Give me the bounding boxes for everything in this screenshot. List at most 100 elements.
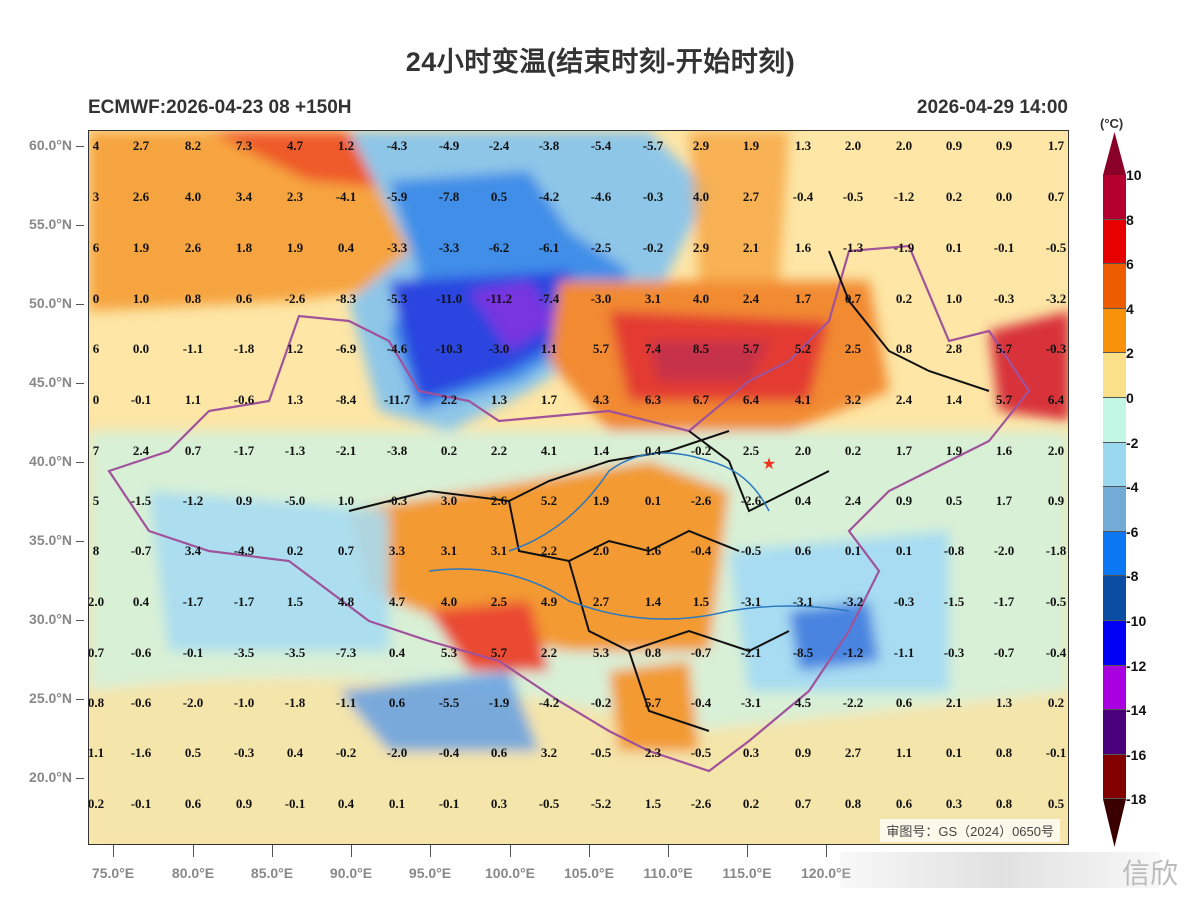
colorbar-segment	[1103, 665, 1126, 711]
grid-value: -2.6	[690, 493, 712, 508]
grid-value: -7.3	[335, 645, 357, 660]
grid-value: 1.1	[540, 341, 558, 356]
grid-value: 1.9	[592, 493, 610, 508]
grid-value: 2.0	[88, 594, 105, 609]
x-tick-label: 120.0°E	[801, 865, 851, 881]
grid-value: 4.5	[794, 695, 812, 710]
colorbar-label: -16	[1126, 746, 1147, 763]
grid-value: 1.0	[337, 493, 355, 508]
grid-value: 0.6	[794, 543, 812, 558]
grid-value: 2.5	[844, 341, 862, 356]
colorbar-segment	[1103, 487, 1126, 532]
grid-value: -0.5	[590, 745, 612, 760]
grid-value: -11.0	[435, 291, 463, 306]
x-tick-label: 105.0°E	[564, 865, 614, 881]
grid-value: 0.9	[995, 138, 1013, 153]
map-background	[89, 131, 1068, 844]
grid-value: -0.4	[1045, 645, 1067, 660]
grid-value: 0.9	[895, 493, 913, 508]
grid-value: 0.7	[1047, 189, 1065, 204]
grid-value: -0.5	[1045, 240, 1067, 255]
grid-value: 0.9	[945, 138, 963, 153]
colorbar-label: -10	[1126, 613, 1147, 629]
grid-value: 2.7	[742, 189, 760, 204]
colorbar-segment	[1103, 754, 1126, 800]
grid-value: 0.5	[1047, 796, 1065, 811]
model-run-label: ECMWF:2026-04-23 08 +150H	[88, 97, 352, 118]
x-tick-mark	[272, 845, 273, 857]
grid-value: -0.1	[284, 796, 306, 811]
colorbar-segment	[1103, 264, 1126, 309]
grid-value: 6.4	[742, 392, 760, 407]
y-tick-label: 45.0°N	[0, 374, 84, 390]
map-license: 审图号：GS（2024）0650号	[880, 819, 1060, 842]
grid-value: 2.7	[132, 138, 150, 153]
valid-time-label: 2026-04-29 14:00	[916, 97, 1068, 118]
y-tick-label: 20.0°N	[0, 769, 84, 785]
x-tick-label: 115.0°E	[722, 865, 772, 881]
colorbar-label: 8	[1126, 211, 1134, 228]
grid-value: 1.9	[286, 240, 304, 255]
grid-value: -0.6	[233, 392, 255, 407]
grid-value: -0.2	[690, 443, 712, 458]
grid-value: 1.1	[184, 392, 202, 407]
grid-value: -4.2	[538, 695, 560, 710]
colorbar-segment	[1103, 442, 1126, 488]
grid-value: 7.3	[235, 138, 253, 153]
grid-value: -0.3	[993, 291, 1015, 306]
grid-value: 4.0	[692, 291, 710, 306]
grid-value: -0.5	[538, 796, 560, 811]
grid-value: -1.8	[1045, 543, 1067, 558]
grid-value: -7.8	[438, 189, 460, 204]
grid-value: -1.7	[993, 594, 1015, 609]
grid-value: 0.6	[895, 695, 913, 710]
grid-value: -1.3	[842, 240, 864, 255]
grid-value: 2.6	[490, 493, 508, 508]
grid-value: -0.3	[642, 189, 664, 204]
grid-value: 0.8	[895, 341, 913, 356]
x-tick-mark	[193, 845, 194, 857]
grid-value: -5.5	[438, 695, 460, 710]
grid-value: 0.3	[742, 745, 760, 760]
grid-value: -4.3	[386, 138, 408, 153]
grid-value: -1.0	[233, 695, 255, 710]
grid-value: 1.3	[286, 392, 304, 407]
colorbar-segment	[1103, 576, 1126, 621]
x-tick-mark	[668, 845, 669, 857]
grid-value: 2.0	[592, 543, 610, 558]
grid-value: 0.4	[132, 594, 150, 609]
grid-value: -3.5	[284, 645, 306, 660]
grid-value: 2.1	[945, 695, 963, 710]
grid-value: -1.2	[842, 645, 864, 660]
grid-value: 0.2	[88, 796, 105, 811]
grid-value: 2.0	[844, 138, 862, 153]
x-tick-label: 95.0°E	[408, 865, 452, 881]
grid-value: -3.5	[233, 645, 255, 660]
grid-value: 0.1	[945, 745, 963, 760]
grid-value: -0.3	[1045, 341, 1067, 356]
y-tick-label: 25.0°N	[0, 690, 84, 706]
grid-value: 0.9	[235, 493, 253, 508]
grid-value: -6.9	[335, 341, 357, 356]
grid-value: 2.4	[132, 443, 150, 458]
grid-value: 8.2	[184, 138, 202, 153]
grid-value: 0.9	[794, 745, 812, 760]
grid-value: 8.5	[692, 341, 710, 356]
grid-value: 4.9	[540, 594, 558, 609]
grid-value: 4.3	[592, 392, 610, 407]
x-tick-label: 80.0°E	[171, 865, 215, 881]
grid-value: 2.3	[286, 189, 304, 204]
grid-value: 0	[92, 291, 100, 306]
grid-value: -11.7	[383, 392, 411, 407]
colorbar-segment	[1103, 621, 1126, 666]
grid-value: 1.9	[945, 443, 963, 458]
grid-value: 4.8	[337, 594, 355, 609]
grid-value: 2.1	[742, 240, 760, 255]
grid-value: -0.2	[590, 695, 612, 710]
grid-value: 1.3	[794, 138, 812, 153]
grid-value: 2.4	[895, 392, 913, 407]
grid-value: 0.3	[490, 796, 508, 811]
grid-value: -1.7	[233, 443, 255, 458]
grid-value: -3.1	[740, 594, 762, 609]
grid-value: 3.3	[388, 543, 406, 558]
